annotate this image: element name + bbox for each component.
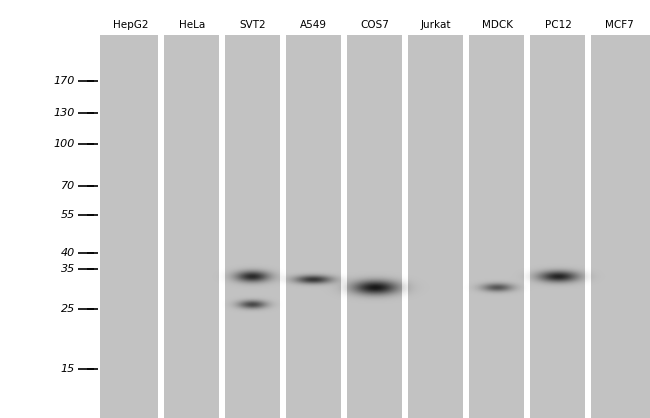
Text: A549: A549 xyxy=(300,20,328,30)
Text: 70: 70 xyxy=(60,181,75,191)
Text: 35: 35 xyxy=(60,264,75,274)
Text: 15: 15 xyxy=(60,364,75,374)
Text: 100: 100 xyxy=(53,139,75,149)
Text: HeLa: HeLa xyxy=(179,20,205,30)
Text: 25: 25 xyxy=(60,304,75,314)
Text: 40: 40 xyxy=(60,248,75,258)
Text: 130: 130 xyxy=(53,108,75,118)
Text: 55: 55 xyxy=(60,210,75,220)
Text: 170: 170 xyxy=(53,76,75,86)
Text: COS7: COS7 xyxy=(361,20,389,30)
Text: HepG2: HepG2 xyxy=(113,20,148,30)
Text: PC12: PC12 xyxy=(545,20,572,30)
Text: Jurkat: Jurkat xyxy=(421,20,451,30)
Text: MDCK: MDCK xyxy=(482,20,513,30)
Text: SVT2: SVT2 xyxy=(239,20,266,30)
Text: MCF7: MCF7 xyxy=(605,20,634,30)
